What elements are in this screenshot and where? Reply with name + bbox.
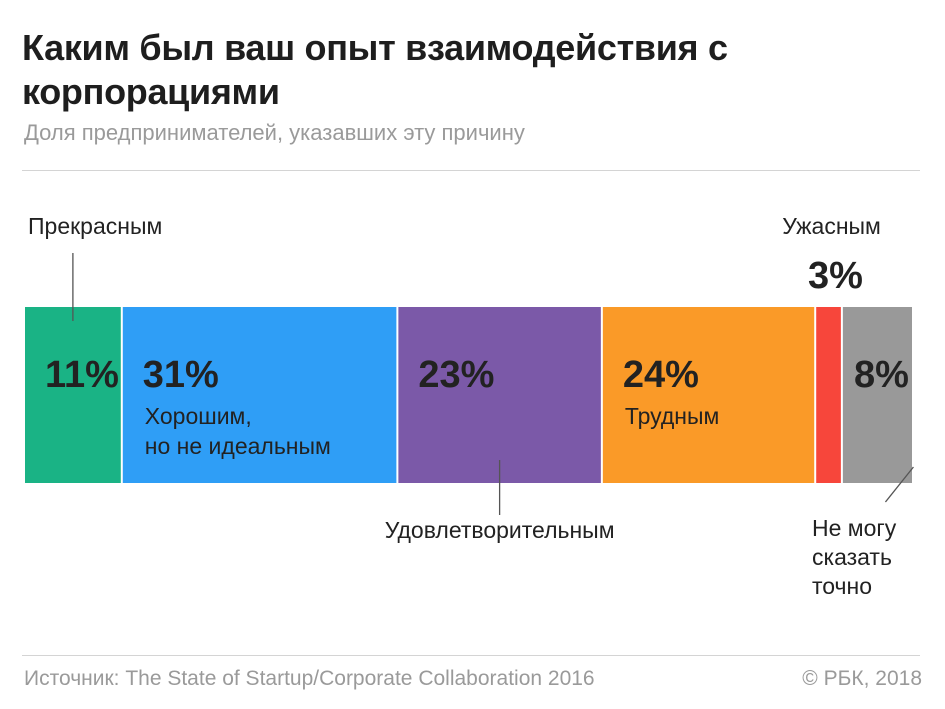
source-note: Источник: The State of Startup/Corporate… [24, 667, 595, 690]
segment-1-bar [25, 307, 121, 483]
segment-2-value-label: 31% [143, 354, 219, 396]
segment-4-value-label: 24% [623, 354, 699, 396]
segment-2-category-label: Хорошим, [145, 403, 252, 429]
segment-3-bar [398, 307, 601, 483]
chart-title: Каким был ваш опыт взаимодействия с корп… [22, 27, 728, 112]
copyright-note: © РБК, 2018 [802, 667, 922, 690]
segment-4-category-label: Трудным [625, 403, 720, 429]
segment-3-category-label: Удовлетворительным [385, 517, 615, 543]
segment-2-category-label: но не идеальным [145, 433, 331, 459]
footer-divider [22, 655, 920, 656]
segment-6-category-label: сказать [812, 544, 892, 570]
segment-2-bar [122, 307, 397, 483]
segment-1-value-label: 11% [45, 354, 119, 396]
chart-subtitle: Доля предпринимателей, указавших эту при… [24, 120, 525, 145]
segment-5-bar [816, 307, 841, 483]
segment-6-category-label: точно [812, 573, 872, 599]
segment-6-bar [842, 307, 912, 483]
segment-3-value-label: 23% [418, 354, 494, 396]
segment-1-category-label: Прекрасным [28, 213, 162, 239]
segment-5-value-label: 3% [808, 255, 863, 297]
segment-4-bar [602, 307, 815, 483]
segment-6-value-label: 8% [854, 354, 909, 396]
segment-6-category-label: Не могу [812, 515, 897, 541]
segment-6-leader-line [884, 466, 914, 503]
header-divider [22, 170, 920, 171]
segment-5-category-label: Ужасным [782, 213, 881, 239]
